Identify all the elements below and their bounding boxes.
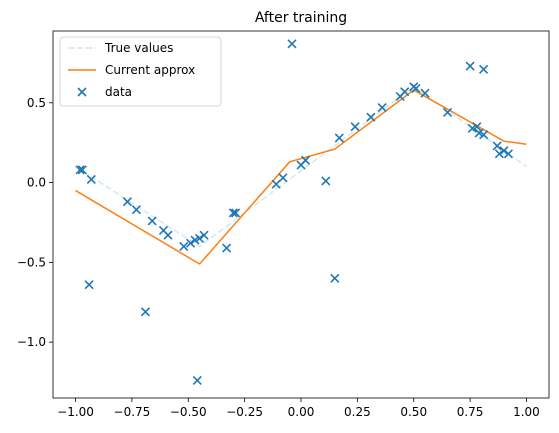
data-point [504,150,512,158]
data-point [223,244,231,252]
data-point [500,147,508,155]
data-point [279,174,287,182]
data-point [322,177,330,185]
data-point [331,274,339,282]
data-point [493,142,501,150]
x-tick-label: 0.50 [400,405,427,419]
y-axis: −1.0 −0.5 0.0 0.5 [17,96,53,349]
data-point [351,123,359,131]
x-tick-label: −0.75 [114,405,151,419]
x-axis: −1.00 −0.75 −0.50 −0.25 0.00 0.25 0.50 0.75 1.00 [57,398,540,419]
data-point [85,281,93,289]
y-tick-label: 0.0 [27,176,46,190]
series-line-true-values [76,87,527,247]
data-point [141,308,149,316]
data-point [335,134,343,142]
series-line-current-approx [76,90,527,264]
x-tick-label: 0.00 [288,405,315,419]
legend-label: Current approx [105,63,195,77]
x-tick-label: 1.00 [513,405,540,419]
x-tick-label: 0.25 [344,405,371,419]
y-tick-label: −1.0 [17,335,46,349]
data-point [164,231,172,239]
data-point [193,376,201,384]
data-point [480,65,488,73]
data-point [288,40,296,48]
data-point [495,150,503,158]
y-tick-label: 0.5 [27,96,46,110]
x-tick-label: −0.50 [170,405,207,419]
x-tick-label: 0.75 [457,405,484,419]
data-point [466,62,474,70]
y-tick-label: −0.5 [17,255,46,269]
x-tick-label: −0.25 [226,405,263,419]
legend-label: data [105,85,132,99]
legend: True values Current approx data [60,37,221,106]
data-point [132,206,140,214]
legend-label: True values [104,41,173,55]
x-tick-label: −1.00 [57,405,94,419]
data-point [148,217,156,225]
chart-title: After training [255,10,347,26]
data-point [200,231,208,239]
